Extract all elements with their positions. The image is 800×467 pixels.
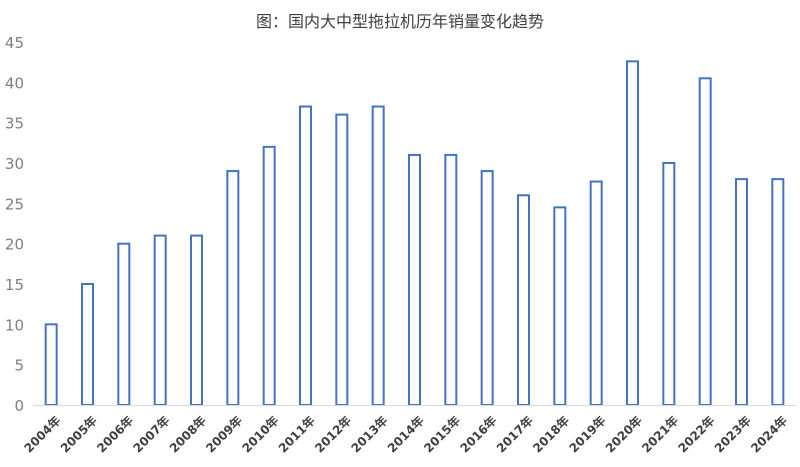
bar-2008年 <box>190 234 203 406</box>
x-tick-label: 2007年 <box>130 413 173 456</box>
y-tick-label: 25 <box>5 195 24 213</box>
y-tick-label: 45 <box>5 34 24 52</box>
x-tick-label: 2015年 <box>420 413 463 456</box>
x-tick-label: 2017年 <box>493 413 536 456</box>
y-tick-label: 20 <box>5 236 24 254</box>
x-tick-label: 2018年 <box>529 413 572 456</box>
bar-2023年 <box>735 178 748 406</box>
bar-2004年 <box>44 323 58 406</box>
y-tick-label: 15 <box>5 276 24 294</box>
bar-2016年 <box>480 170 494 406</box>
x-tick-label: 2009年 <box>202 413 245 456</box>
x-tick-label: 2008年 <box>166 413 209 456</box>
bar-2011年 <box>299 105 312 406</box>
x-tick-label: 2012年 <box>311 413 354 456</box>
x-axis-ticks: 2004年2005年2006年2007年2008年2009年2010年2011年… <box>21 413 790 456</box>
bar-2013年 <box>371 105 385 406</box>
y-axis-ticks: 0 5 10 15 20 25 30 35 40 45 <box>5 34 24 415</box>
y-tick-label: 40 <box>5 74 24 92</box>
x-tick-label: 2023年 <box>711 413 754 456</box>
x-tick-label: 2024年 <box>747 413 790 456</box>
x-tick-label: 2004年 <box>21 413 64 456</box>
bar-2024年 <box>771 178 785 406</box>
x-tick-label: 2011年 <box>275 413 318 456</box>
x-tick-label: 2022年 <box>675 413 718 456</box>
x-tick-label: 2010年 <box>239 413 282 456</box>
bar-2020年 <box>626 60 639 407</box>
bar-2015年 <box>444 153 458 406</box>
x-tick-label: 2021年 <box>638 413 681 456</box>
bar-2018年 <box>553 206 567 406</box>
x-tick-label: 2019年 <box>566 413 609 456</box>
x-tick-label: 2006年 <box>93 413 136 456</box>
bar-2019年 <box>589 180 603 406</box>
x-tick-label: 2016年 <box>457 413 500 456</box>
y-tick-label: 0 <box>14 397 24 415</box>
x-tick-label: 2013年 <box>348 413 391 456</box>
y-tick-label: 30 <box>5 155 24 173</box>
bar-2017年 <box>517 194 530 406</box>
y-tick-label: 10 <box>5 316 24 334</box>
x-tick-label: 2014年 <box>384 413 427 456</box>
bar-2012年 <box>335 113 349 406</box>
bar-2010年 <box>262 145 276 406</box>
bar-2005年 <box>81 283 94 406</box>
bar-2021年 <box>662 162 676 406</box>
bar-2009年 <box>226 170 240 406</box>
bar-2022年 <box>698 77 712 407</box>
bar-2014年 <box>408 153 421 406</box>
bar-2007年 <box>153 234 167 406</box>
chart-title: 图：国内大中型拖拉机历年销量变化趋势 <box>255 12 544 31</box>
bars <box>44 60 785 407</box>
y-tick-label: 5 <box>14 357 24 375</box>
x-tick-label: 2020年 <box>602 413 645 456</box>
y-tick-label: 35 <box>5 115 24 133</box>
x-tick-label: 2005年 <box>57 413 100 456</box>
bar-2006年 <box>117 242 131 406</box>
